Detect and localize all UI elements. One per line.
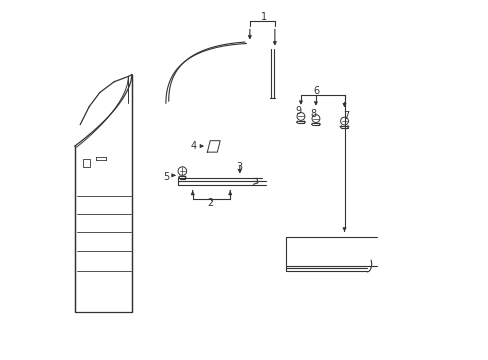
Text: 2: 2 (207, 198, 213, 208)
Text: 6: 6 (312, 86, 318, 96)
Text: 7: 7 (343, 111, 349, 121)
Text: 4: 4 (190, 141, 197, 151)
Text: 5: 5 (163, 172, 169, 182)
Text: 1: 1 (261, 13, 266, 22)
Text: 3: 3 (236, 162, 243, 172)
Text: 8: 8 (310, 109, 316, 119)
Text: 9: 9 (295, 107, 301, 116)
Bar (83, 159, 90, 167)
